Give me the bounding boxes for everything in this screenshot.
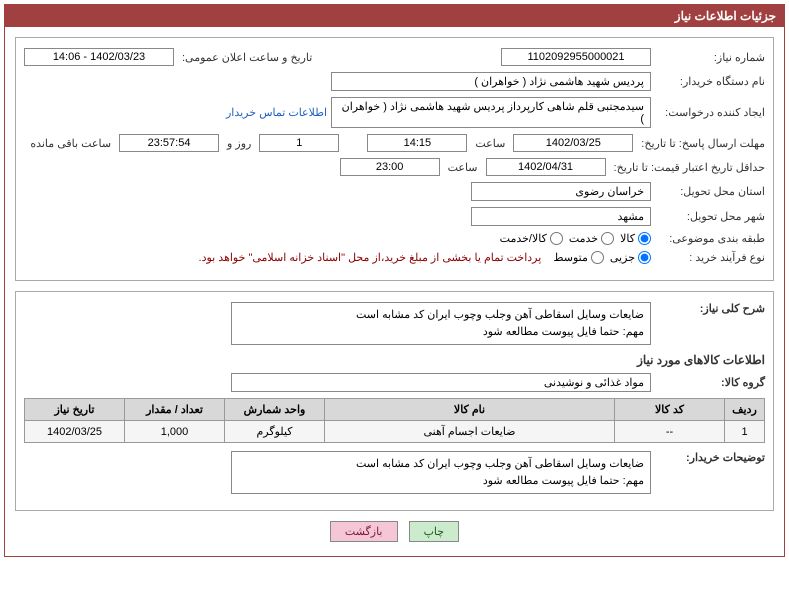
process-radio-group: جزیی متوسط: [553, 251, 651, 264]
announce-label: تاریخ و ساعت اعلان عمومی:: [178, 51, 316, 64]
details-box: شرح کلی نیاز: ضایعات وسایل اسقاطی آهن وج…: [15, 291, 774, 511]
buyer-notes-line2: مهم: حتما فایل پیوست مطالعه شود: [238, 473, 644, 490]
radio-service-label[interactable]: خدمت: [569, 232, 614, 245]
cat-service-text: خدمت: [569, 232, 598, 245]
row-need-number: شماره نیاز: 1102092955000021 تاریخ و ساع…: [24, 48, 765, 66]
proc-partial-text: جزیی: [610, 251, 635, 264]
row-buyer-notes: توضیحات خریدار: ضایعات وسایل اسقاطی آهن …: [24, 451, 765, 494]
td-row: 1: [725, 421, 765, 443]
city-label: شهر محل تحویل:: [655, 210, 765, 223]
need-number-label: شماره نیاز:: [655, 51, 765, 64]
radio-both[interactable]: [550, 232, 563, 245]
group-label: گروه کالا:: [655, 376, 765, 389]
row-group: گروه کالا: مواد غذائی و نوشیدنی: [24, 373, 765, 392]
row-category: طبقه بندی موضوعی: کالا خدمت کالا/خدمت: [24, 232, 765, 245]
proc-medium-text: متوسط: [553, 251, 588, 264]
validity-label: حداقل تاریخ اعتبار قیمت: تا تاریخ:: [610, 161, 765, 174]
summary-field: ضایعات وسایل اسقاطی آهن وجلب وچوب ایران …: [231, 302, 651, 345]
buyer-notes-line1: ضایعات وسایل اسقاطی آهن وجلب وچوب ایران …: [238, 456, 644, 473]
need-number-field: 1102092955000021: [501, 48, 651, 66]
radio-partial[interactable]: [638, 251, 651, 264]
button-row: چاپ بازگشت: [15, 521, 774, 542]
deadline-label: مهلت ارسال پاسخ: تا تاریخ:: [637, 137, 765, 150]
validity-time-field: 23:00: [340, 158, 440, 176]
summary-line1: ضایعات وسایل اسقاطی آهن وجلب وچوب ایران …: [238, 307, 644, 324]
row-deadline: مهلت ارسال پاسخ: تا تاریخ: 1402/03/25 سا…: [24, 134, 765, 152]
th-row: ردیف: [725, 399, 765, 421]
deadline-date-field: 1402/03/25: [513, 134, 633, 152]
row-buyer-org: نام دستگاه خریدار: پردیس شهید هاشمی نژاد…: [24, 72, 765, 91]
radio-both-label[interactable]: کالا/خدمت: [500, 232, 563, 245]
radio-goods-label[interactable]: کالا: [620, 232, 651, 245]
radio-partial-label[interactable]: جزیی: [610, 251, 651, 264]
group-field: مواد غذائی و نوشیدنی: [231, 373, 651, 392]
row-summary: شرح کلی نیاز: ضایعات وسایل اسقاطی آهن وج…: [24, 302, 765, 345]
td-code: --: [615, 421, 725, 443]
province-label: استان محل تحویل:: [655, 185, 765, 198]
td-date: 1402/03/25: [25, 421, 125, 443]
buyer-notes-field: ضایعات وسایل اسقاطی آهن وجلب وچوب ایران …: [231, 451, 651, 494]
remaining-label: ساعت باقی مانده: [26, 137, 115, 150]
deadline-time-field: 14:15: [367, 134, 467, 152]
remaining-time-field: 23:57:54: [119, 134, 219, 152]
th-qty: تعداد / مقدار: [125, 399, 225, 421]
th-date: تاریخ نیاز: [25, 399, 125, 421]
creator-label: ایجاد کننده درخواست:: [655, 106, 765, 119]
panel-title: جزئیات اطلاعات نیاز: [5, 5, 784, 27]
radio-medium-label[interactable]: متوسط: [553, 251, 604, 264]
buyer-org-label: نام دستگاه خریدار:: [655, 75, 765, 88]
th-unit: واحد شمارش: [225, 399, 325, 421]
row-creator: ایجاد کننده درخواست: سیدمجتبی قلم شاهی ک…: [24, 97, 765, 128]
validity-date-field: 1402/04/31: [486, 158, 606, 176]
cat-both-text: کالا/خدمت: [500, 232, 547, 245]
th-code: کد کالا: [615, 399, 725, 421]
process-label: نوع فرآیند خرید :: [655, 251, 765, 264]
time-label-2: ساعت: [444, 161, 482, 174]
summary-label: شرح کلی نیاز:: [655, 302, 765, 315]
header-box: شماره نیاز: 1102092955000021 تاریخ و ساع…: [15, 37, 774, 281]
print-button[interactable]: چاپ: [409, 521, 460, 542]
back-button[interactable]: بازگشت: [330, 521, 398, 542]
announce-field: 1402/03/23 - 14:06: [24, 48, 174, 66]
table-row: 1 -- ضایعات اجسام آهنی کیلوگرم 1,000 140…: [25, 421, 765, 443]
process-note: پرداخت تمام یا بخشی از مبلغ خرید،از محل …: [199, 251, 542, 264]
contact-link[interactable]: اطلاعات تماس خریدار: [226, 106, 327, 119]
table-header-row: ردیف کد کالا نام کالا واحد شمارش تعداد /…: [25, 399, 765, 421]
province-field: خراسان رضوی: [471, 182, 651, 201]
buyer-notes-label: توضیحات خریدار:: [655, 451, 765, 464]
radio-service[interactable]: [601, 232, 614, 245]
buyer-org-field: پردیس شهید هاشمی نژاد ( خواهران ): [331, 72, 651, 91]
cat-goods-text: کالا: [620, 232, 635, 245]
summary-line2: مهم: حتما فایل پیوست مطالعه شود: [238, 324, 644, 341]
radio-medium[interactable]: [591, 251, 604, 264]
city-field: مشهد: [471, 207, 651, 226]
creator-field: سیدمجتبی قلم شاهی کارپرداز پردیس شهید ها…: [331, 97, 651, 128]
row-city: شهر محل تحویل: مشهد: [24, 207, 765, 226]
items-title: اطلاعات کالاهای مورد نیاز: [24, 353, 765, 367]
radio-goods[interactable]: [638, 232, 651, 245]
row-process: نوع فرآیند خرید : جزیی متوسط پرداخت تمام…: [24, 251, 765, 264]
td-name: ضایعات اجسام آهنی: [325, 421, 615, 443]
remaining-days-field: 1: [259, 134, 339, 152]
time-label-1: ساعت: [471, 137, 509, 150]
items-table: ردیف کد کالا نام کالا واحد شمارش تعداد /…: [24, 398, 765, 443]
category-radio-group: کالا خدمت کالا/خدمت: [500, 232, 651, 245]
need-details-panel: جزئیات اطلاعات نیاز شماره نیاز: 11020929…: [4, 4, 785, 557]
day-and-label: روز و: [223, 137, 255, 150]
td-qty: 1,000: [125, 421, 225, 443]
category-label: طبقه بندی موضوعی:: [655, 232, 765, 245]
row-province: استان محل تحویل: خراسان رضوی: [24, 182, 765, 201]
panel-body: شماره نیاز: 1102092955000021 تاریخ و ساع…: [5, 27, 784, 556]
row-validity: حداقل تاریخ اعتبار قیمت: تا تاریخ: 1402/…: [24, 158, 765, 176]
td-unit: کیلوگرم: [225, 421, 325, 443]
th-name: نام کالا: [325, 399, 615, 421]
